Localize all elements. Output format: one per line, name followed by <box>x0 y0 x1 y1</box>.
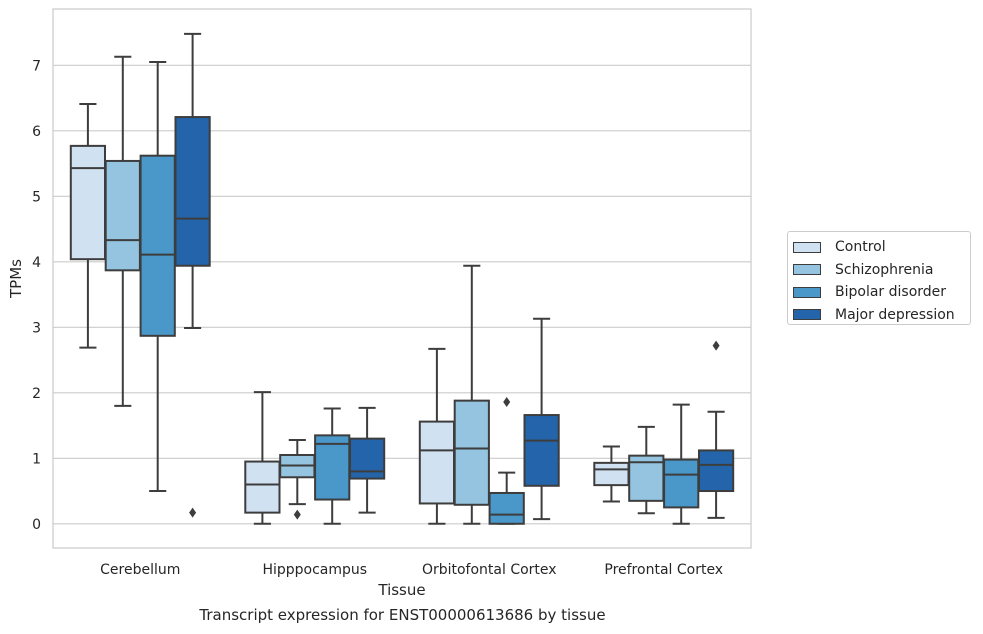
outlier-point <box>293 509 301 520</box>
box-iqr <box>593 461 630 487</box>
legend-swatch <box>793 309 821 321</box>
x-tick-label: Hipppocampus <box>262 562 367 578</box>
y-tick-label: 4 <box>32 255 41 271</box>
box-schizophrenia <box>628 425 665 515</box>
box-control <box>69 102 107 349</box>
legend-label: Schizophrenia <box>835 261 934 278</box>
box-major-depression <box>348 406 386 514</box>
box-control <box>593 445 630 503</box>
box-control <box>244 391 281 525</box>
legend-swatch <box>793 264 821 276</box>
box-schizophrenia <box>453 264 490 525</box>
box-bipolar-disorder <box>139 61 176 493</box>
box-iqr <box>174 116 211 267</box>
y-tick-label: 2 <box>32 386 41 402</box>
y-tick-label: 1 <box>32 451 41 467</box>
box-schizophrenia <box>104 55 141 407</box>
box-bipolar-disorder <box>488 396 525 525</box>
box-iqr <box>139 154 176 337</box>
x-tick-label: Cerebellum <box>100 562 180 578</box>
chart-caption: Transcript expression for ENST0000061368… <box>199 606 606 624</box>
legend-item: Major depression <box>793 304 970 327</box>
box-iqr <box>663 458 700 509</box>
y-tick-label: 3 <box>32 320 41 336</box>
y-tick-label: 7 <box>32 58 41 74</box>
box-bipolar-disorder <box>314 407 351 525</box>
legend-item: Schizophrenia <box>793 259 970 282</box>
y-axis-label: TPMs <box>7 259 25 299</box>
legend-label: Bipolar disorder <box>835 284 947 301</box>
box-iqr <box>348 437 386 480</box>
box-iqr <box>523 414 560 487</box>
box-iqr <box>104 159 141 272</box>
y-tick-label: 6 <box>32 124 41 140</box>
box-schizophrenia <box>279 438 316 520</box>
box-iqr <box>244 460 281 514</box>
legend-label: Major depression <box>835 306 955 323</box>
outlier-point <box>712 340 720 351</box>
y-tick-labels: 0 1 2 3 4 5 6 7 <box>32 58 41 532</box>
x-axis-label: Tissue <box>377 581 425 599</box>
box-iqr <box>69 144 107 261</box>
box-major-depression <box>523 317 560 521</box>
y-tick-label: 0 <box>32 517 41 533</box>
outlier-point <box>503 396 511 407</box>
box-iqr <box>697 449 735 493</box>
legend: Control Schizophrenia Bipolar disorder Majo… <box>787 231 971 325</box>
box-iqr <box>453 399 490 506</box>
box-iqr <box>314 434 351 501</box>
legend-item: Control <box>793 236 970 259</box>
legend-swatch <box>793 286 821 298</box>
box-iqr <box>418 420 456 505</box>
box-series <box>69 32 735 525</box>
y-tick-label: 5 <box>32 189 41 205</box>
x-tick-labels: Cerebellum Hipppocampus Orbitofontal Corte… <box>100 562 723 578</box>
box-bipolar-disorder <box>663 403 700 525</box>
x-tick-label: Orbitofontal Cortex <box>422 562 557 578</box>
box-major-depression <box>174 32 211 518</box>
box-control <box>418 347 456 525</box>
legend-item: Bipolar disorder <box>793 281 970 304</box>
box-iqr <box>488 491 525 525</box>
x-tick-label: Prefrontal Cortex <box>604 562 723 578</box>
legend-label: Control <box>835 239 886 256</box>
legend-swatch <box>793 241 821 253</box>
plot-area-frame <box>52 8 752 549</box>
box-major-depression <box>697 340 735 519</box>
outlier-point <box>189 507 197 518</box>
